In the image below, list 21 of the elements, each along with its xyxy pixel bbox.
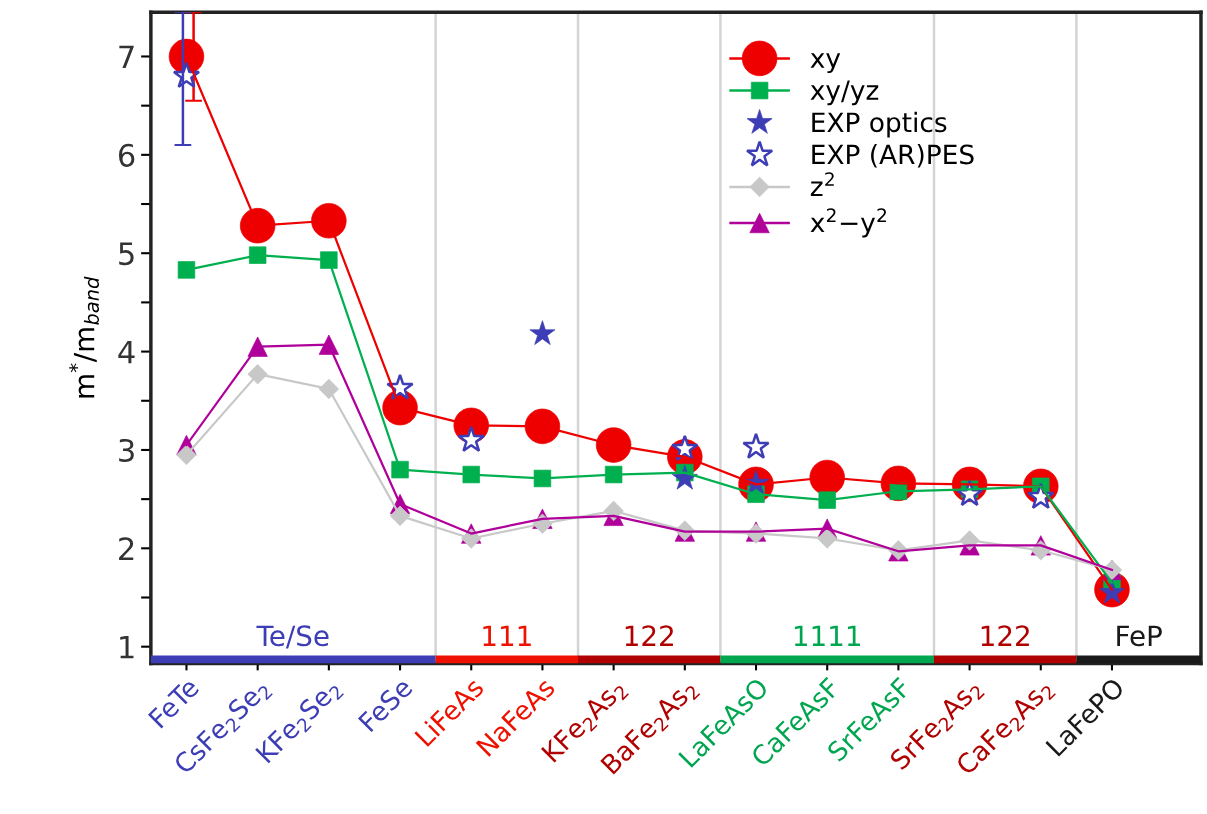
y-axis-title: m$^{*}$/m$_{band}$ [69,276,100,398]
legend-label: x$^{2}$−y$^{2}$ [810,208,886,238]
legend-label: EXP optics [812,111,947,138]
annotation: 122 [625,625,673,646]
legend-label: xy/yz [810,80,879,106]
legend-label: z$^{2}$ [810,172,834,196]
annotation: Te/Se [256,625,329,649]
annotation: 122 [981,625,1029,646]
y-tick-label: 2 [119,537,134,560]
y-tick-label: 3 [119,438,134,462]
legend-label: xy [810,53,841,74]
legend-label: EXP (AR)PES [812,144,974,168]
annotation: 111 [483,625,531,646]
y-tick-label: 6 [118,143,135,167]
y-tick-label: 4 [118,340,135,364]
y-tick-label: 1 [120,636,134,659]
annotation: FeP [1117,625,1162,647]
y-tick-label: 7 [119,45,134,69]
y-tick-label: 5 [119,242,134,266]
annotation: 1111 [794,625,860,646]
point [742,432,770,459]
